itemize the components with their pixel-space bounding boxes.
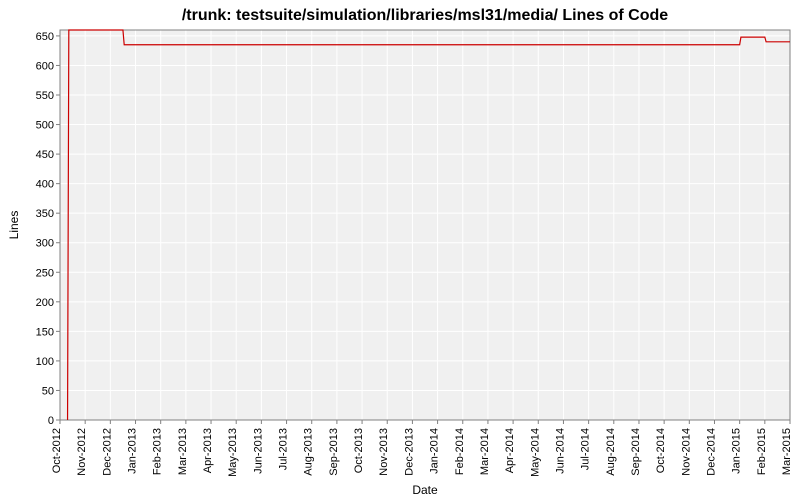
x-tick-label: May-2013 [227, 428, 239, 477]
x-axis-label: Date [412, 483, 438, 497]
x-tick-label: Mar-2015 [781, 428, 793, 475]
x-tick-label: Sep-2013 [328, 428, 340, 476]
y-tick-label: 200 [36, 297, 54, 309]
x-tick-label: Mar-2013 [177, 428, 189, 475]
x-tick-label: Dec-2012 [101, 428, 113, 476]
x-tick-label: Jan-2015 [731, 428, 743, 474]
y-axis-label: Lines [7, 211, 21, 240]
y-tick-label: 50 [42, 385, 54, 397]
y-tick-label: 0 [48, 415, 54, 427]
x-tick-label: Jun-2013 [252, 428, 264, 474]
y-tick-label: 100 [36, 356, 54, 368]
x-tick-label: Aug-2014 [605, 428, 617, 476]
x-tick-label: May-2014 [529, 428, 541, 477]
x-tick-label: Jul-2013 [278, 428, 290, 470]
x-tick-label: Apr-2013 [202, 428, 214, 473]
x-tick-label: Apr-2014 [504, 428, 516, 473]
chart-svg: 0 50 100 150 200 250 300 350 400 450 500 550 600 650 O… [0, 0, 800, 500]
x-tick-label: Dec-2013 [403, 428, 415, 476]
x-tick-label: Jan-2014 [429, 428, 441, 474]
y-tick-label: 150 [36, 326, 54, 338]
y-tick-label: 350 [36, 208, 54, 220]
x-tick-label: Jun-2014 [554, 428, 566, 474]
x-tick-label: Oct-2014 [655, 428, 667, 473]
x-tick-label: Jul-2014 [580, 428, 592, 470]
y-tick-label: 300 [36, 238, 54, 250]
loc-chart: 0 50 100 150 200 250 300 350 400 450 500 550 600 650 O… [0, 0, 800, 500]
y-tick-label: 550 [36, 90, 54, 102]
x-tick-label: Feb-2014 [454, 428, 466, 475]
x-tick-label: Sep-2014 [630, 428, 642, 476]
x-tick-label: Nov-2012 [76, 428, 88, 476]
y-tick-label: 650 [36, 31, 54, 43]
x-tick-label: Mar-2014 [479, 428, 491, 475]
x-tick-label: Jan-2013 [127, 428, 139, 474]
x-tick-label: Dec-2014 [705, 428, 717, 476]
x-tick-label: Nov-2013 [378, 428, 390, 476]
y-tick-label: 500 [36, 120, 54, 132]
x-tick-label: Feb-2015 [756, 428, 768, 475]
x-tick-label: Nov-2014 [680, 428, 692, 476]
y-tick-label: 450 [36, 149, 54, 161]
x-tick-label: Feb-2013 [152, 428, 164, 475]
y-tick-label: 600 [36, 60, 54, 72]
chart-title: /trunk: testsuite/simulation/libraries/m… [182, 7, 668, 24]
y-tick-label: 250 [36, 267, 54, 279]
x-tick-label: Oct-2012 [51, 428, 63, 473]
x-tick-label: Aug-2013 [303, 428, 315, 476]
x-tick-label: Oct-2013 [353, 428, 365, 473]
y-tick-label: 400 [36, 179, 54, 191]
plot-area [60, 30, 790, 420]
